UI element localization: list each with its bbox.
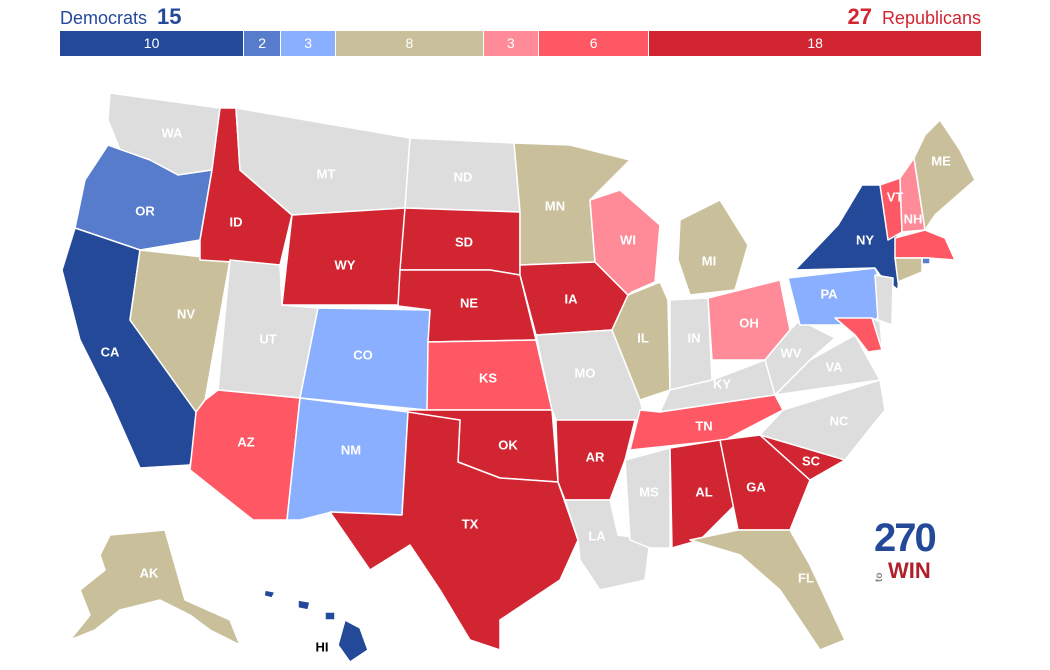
state-wv[interactable]	[764, 319, 836, 396]
state-label-id: ID	[230, 214, 243, 229]
state-md[interactable]	[834, 317, 883, 353]
state-ak[interactable]	[69, 529, 241, 646]
tally-segment-lean-dem: 3	[281, 31, 337, 56]
state-label-ne: NE	[460, 295, 478, 310]
state-label-wy: WY	[335, 257, 356, 272]
state-label-ia: IA	[565, 291, 579, 306]
rating-tally-bar: 10 2 3 8 3 6 18	[60, 31, 981, 56]
tally-segment-safe-rep: 18	[649, 31, 981, 56]
state-label-il: IL	[637, 330, 649, 345]
state-label-ks: KS	[479, 370, 497, 385]
state-nj[interactable]	[874, 274, 894, 326]
state-nc[interactable]	[759, 379, 886, 461]
state-label-nm: NM	[341, 442, 361, 457]
state-label-ok: OK	[498, 437, 518, 452]
state-label-ca: CA	[101, 344, 120, 359]
state-label-me: ME	[931, 153, 951, 168]
state-label-mt: MT	[317, 166, 336, 181]
state-hi[interactable]	[263, 589, 276, 599]
state-label-mn: MN	[545, 198, 565, 213]
state-wi[interactable]	[589, 189, 661, 296]
democrats-total: 15	[157, 4, 182, 29]
state-label-tx: TX	[462, 516, 479, 531]
brand-logo: 270 to WIN	[874, 518, 944, 584]
state-label-hi: HI	[316, 639, 329, 654]
tally-segment-safe-dem: 10	[60, 31, 245, 56]
state-label-sd: SD	[455, 234, 473, 249]
state-az[interactable]	[189, 389, 301, 521]
state-label-nv: NV	[177, 306, 195, 321]
state-label-ar: AR	[586, 449, 605, 464]
state-label-ny: NY	[856, 232, 874, 247]
state-me[interactable]	[913, 119, 976, 231]
state-label-wi: WI	[620, 232, 636, 247]
state-ga[interactable]	[719, 434, 811, 531]
state-label-ky: KY	[713, 376, 731, 391]
logo-small-text: to	[874, 572, 885, 582]
state-label-or: OR	[135, 203, 155, 218]
tally-segment-tossup: 8	[336, 31, 484, 56]
state-label-ms: MS	[639, 484, 659, 499]
state-label-oh: OH	[739, 315, 759, 330]
tally-segment-likely-dem: 2	[244, 31, 282, 56]
state-label-mo: MO	[575, 365, 596, 380]
logo-word: WIN	[888, 558, 931, 583]
tally-header: Democrats 15 27 Republicans	[60, 4, 981, 30]
state-tx[interactable]	[329, 411, 579, 651]
state-al[interactable]	[669, 439, 736, 549]
state-label-ga: GA	[746, 479, 766, 494]
state-la[interactable]	[564, 499, 651, 591]
state-hi[interactable]	[324, 611, 336, 621]
republicans-total-group: 27 Republicans	[847, 4, 981, 30]
tally-segment-lean-rep: 3	[483, 31, 539, 56]
state-label-ut: UT	[259, 331, 276, 346]
state-ri[interactable]	[921, 257, 931, 265]
state-label-va: VA	[825, 359, 843, 374]
state-label-vt: VT	[887, 189, 904, 204]
state-label-fl: FL	[798, 570, 814, 585]
state-label-nd: ND	[454, 169, 473, 184]
state-label-nh: NH	[904, 211, 923, 226]
logo-number: 270	[874, 516, 937, 560]
tally-segment-likely-rep: 6	[538, 31, 650, 56]
state-ct[interactable]	[894, 257, 923, 283]
state-hi[interactable]	[337, 619, 369, 663]
state-label-pa: PA	[820, 286, 838, 301]
republicans-total: 27	[847, 4, 872, 29]
state-label-mi: MI	[702, 253, 716, 268]
state-label-ak: AK	[140, 565, 159, 580]
democrats-label: Democrats	[60, 8, 148, 28]
state-label-la: LA	[588, 528, 606, 543]
state-label-al: AL	[695, 484, 712, 499]
state-label-tn: TN	[695, 418, 712, 433]
state-label-az: AZ	[237, 434, 254, 449]
state-label-wa: WA	[162, 125, 184, 140]
democrats-total-group: Democrats 15	[60, 4, 182, 30]
state-ms[interactable]	[624, 447, 671, 549]
state-ma[interactable]	[894, 229, 956, 261]
state-label-wv: WV	[781, 345, 802, 360]
state-label-co: CO	[353, 347, 373, 362]
state-nm[interactable]	[286, 397, 409, 521]
state-label-in: IN	[688, 330, 701, 345]
state-hi[interactable]	[297, 599, 311, 611]
state-label-sc: SC	[802, 453, 821, 468]
republicans-label: Republicans	[881, 8, 981, 28]
state-mi[interactable]	[677, 199, 749, 296]
state-label-nc: NC	[830, 413, 849, 428]
state-fl[interactable]	[689, 529, 846, 651]
